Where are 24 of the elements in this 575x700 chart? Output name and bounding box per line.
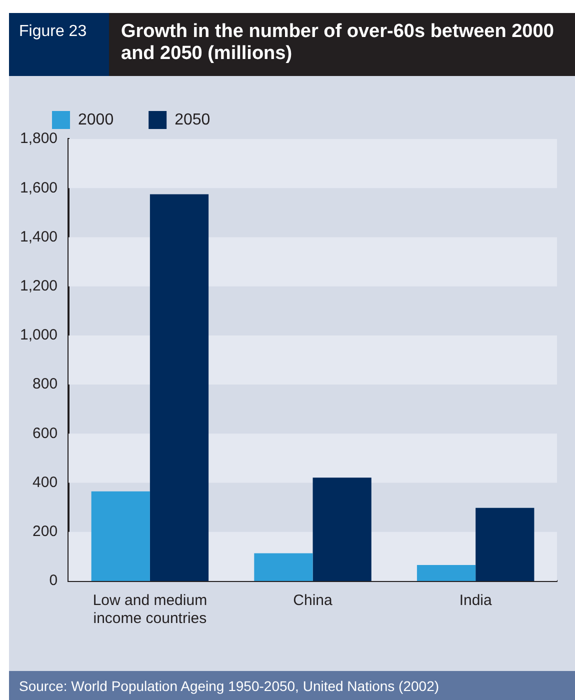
bar [150, 194, 209, 581]
y-tick-label: 800 [32, 376, 58, 393]
y-tick-label: 400 [32, 474, 58, 491]
legend-label: 2000 [78, 111, 114, 128]
y-tick-label: 600 [32, 424, 58, 442]
y-tick-label: 1,400 [20, 228, 58, 246]
y-tick-label: 1,800 [20, 130, 58, 148]
x-tick-label: India [459, 592, 493, 610]
bar [91, 491, 150, 581]
y-tick-label: 1,000 [20, 326, 58, 344]
x-tick-label: China [293, 592, 334, 610]
bar [476, 508, 534, 581]
y-tick-label: 1,600 [20, 179, 58, 196]
bar [254, 553, 313, 581]
y-tick-label: 200 [32, 523, 58, 540]
bar [312, 478, 372, 581]
caption: Figure 23 [9, 13, 109, 76]
y-tick-label: 1,200 [20, 277, 58, 294]
x-tick-label: Low and medium income countries [92, 592, 208, 628]
chart-title: Growth in the number of over-60s between 2000 and 2050 (millions) [109, 13, 575, 76]
source-note: Source: World Population Ageing 1950-2050, United Nations (2002) [9, 671, 575, 700]
y-tick-label: 0 [49, 572, 58, 590]
legend-label: 2050 [174, 111, 210, 128]
bar [416, 565, 476, 581]
